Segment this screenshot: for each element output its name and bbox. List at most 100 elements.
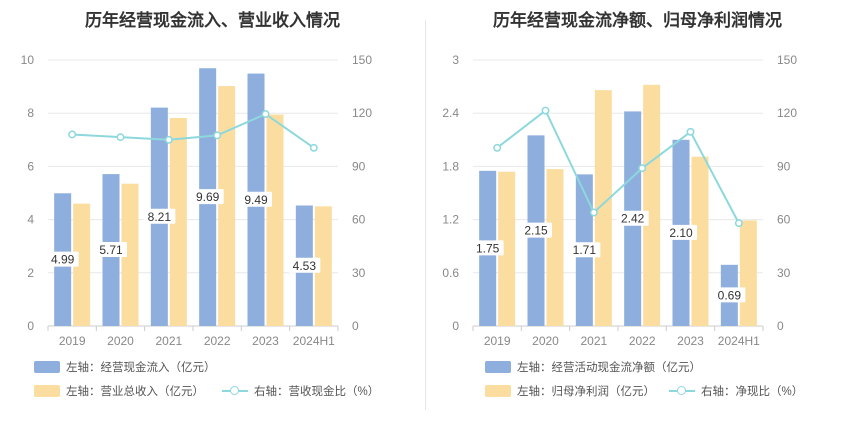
data-label: 2.42 [621,212,645,226]
y-right-tick-label: 90 [777,159,791,173]
legend-swatch-blue [34,361,60,373]
y-left-tick-label: 6 [27,159,34,173]
x-tick-label: 2020 [107,334,134,348]
line-series [496,108,740,224]
bar-secondary [739,220,757,326]
legend-label: 左轴：归母净利润（亿元） [517,386,655,398]
data-label: 9.49 [244,193,268,207]
y-right-tick-label: 120 [777,106,797,120]
y-left-tick-label: 4 [27,213,34,227]
chart-title: 历年经营现金流净额、归母净利润情况 [493,11,782,30]
data-label-bg [288,257,321,273]
y-right-tick-label: 30 [777,266,791,280]
bar-secondary [691,156,709,326]
data-label: 4.99 [51,253,75,267]
data-label-bg [46,251,79,267]
legend-item-bar1[interactable]: 左轴：经营活动现金流净额（亿元） [485,359,701,375]
x-tick-label: 2022 [629,334,656,348]
bar-secondary [121,183,139,326]
legend-label: 左轴：营业总收入（亿元） [66,386,204,398]
data-label-bg [240,191,272,207]
bar-secondary [169,117,187,326]
y-left-tick-label: 2.4 [442,106,459,120]
chart-title: 历年经营现金流入、营业收入情况 [85,11,340,30]
y-right-tick-label: 60 [777,213,791,227]
bar-secondary [594,90,612,326]
y-left-tick-label: 2 [27,266,34,280]
y-right-tick-label: 0 [352,319,359,333]
y-left-tick-label: 8 [27,106,34,120]
chart-panel-cash-inflow: 历年经营现金流入、营业收入情况 0 2 4 6 8 10 0 30 60 90 120 150 2019… [21,11,380,399]
legend-label: 左轴：经营活动现金流净额（亿元） [517,362,701,374]
data-label: 1.75 [476,241,500,255]
legend-label: 左轴：经营现金流入（亿元） [66,362,216,374]
data-label: 2.15 [524,224,548,238]
bar-secondary [643,84,661,327]
y-right-tick-label: 120 [352,106,372,120]
x-tick-label: 2020 [532,334,559,348]
data-label: 9.69 [196,190,220,204]
legend-swatch-yellow [34,385,60,397]
data-label: 2.10 [669,226,693,240]
data-label-bg [616,210,649,226]
x-tick-label: 2019 [484,334,511,348]
y-right-tick-label: 0 [777,319,784,333]
y-left-tick-label: 0 [452,319,459,333]
chart-svg: 0 2 4 6 8 10 0 30 60 90 120 150 2019 2020 2021 2022 2023… [21,53,373,348]
data-label: 5.71 [99,243,123,257]
legend-item-bar2[interactable]: 左轴：营业总收入（亿元） [34,383,204,399]
bar-secondary [73,203,91,326]
legend-line-icon [669,385,695,397]
legend-label: 右轴：净现比（%） [701,386,804,398]
data-label-bg [665,224,697,240]
data-label-bg [713,287,746,303]
y-left-tick-label: 10 [21,53,35,67]
line-point [493,143,502,152]
x-tick-label: 2021 [155,334,182,348]
line-point [309,143,318,152]
legend-line-icon [222,385,248,397]
x-tick-label: 2019 [59,334,86,348]
data-label-bg [520,222,552,238]
line-point [164,135,173,144]
legend-swatch-blue [485,361,511,373]
bar-secondary [218,86,236,327]
line-point [68,130,77,139]
line-point [734,219,743,228]
data-label: 8.21 [148,210,172,224]
data-label-bg [95,242,127,258]
line-point [261,110,270,119]
data-label: 4.53 [293,259,317,273]
bar-secondary [498,171,516,326]
line-point [638,164,647,173]
y-left-tick-label: 0.6 [442,266,459,280]
line-point [589,208,598,217]
legend-item-bar2[interactable]: 左轴：归母净利润（亿元） [485,383,655,399]
legend-item-line[interactable]: 右轴：营收现金比（%） [222,383,379,399]
x-tick-label: 2023 [677,334,704,348]
y-left-tick-label: 3 [452,53,459,67]
chart-panel-net-cash: 历年经营现金流净额、归母净利润情况 0 0.6 1.2 1.8 2.4 3 0 30 60 90 1… [425,0,850,437]
y-right-tick-label: 150 [777,53,797,67]
data-label-bg [191,189,224,205]
y-right-tick-label: 150 [352,53,372,67]
data-label: 1.71 [573,243,597,257]
legend-item-bar1[interactable]: 左轴：经营现金流入（亿元） [34,359,216,375]
bar-secondary [314,206,332,326]
line-point [213,131,222,140]
line-point [541,106,550,115]
x-tick-label: 2024H1 [718,334,760,348]
legend-item-line[interactable]: 右轴：净现比（%） [669,383,803,399]
data-label-bg [568,242,601,258]
data-label: 0.69 [718,288,742,302]
x-tick-label: 2021 [580,334,607,348]
line-point [686,127,695,136]
data-label-bg [471,240,504,256]
bar-secondary [546,169,564,326]
x-tick-label: 2022 [204,334,231,348]
y-left-tick-label: 0 [27,319,34,333]
legend-label: 右轴：营收现金比（%） [254,386,380,398]
x-tick-label: 2023 [252,334,279,348]
y-right-tick-label: 60 [352,213,366,227]
